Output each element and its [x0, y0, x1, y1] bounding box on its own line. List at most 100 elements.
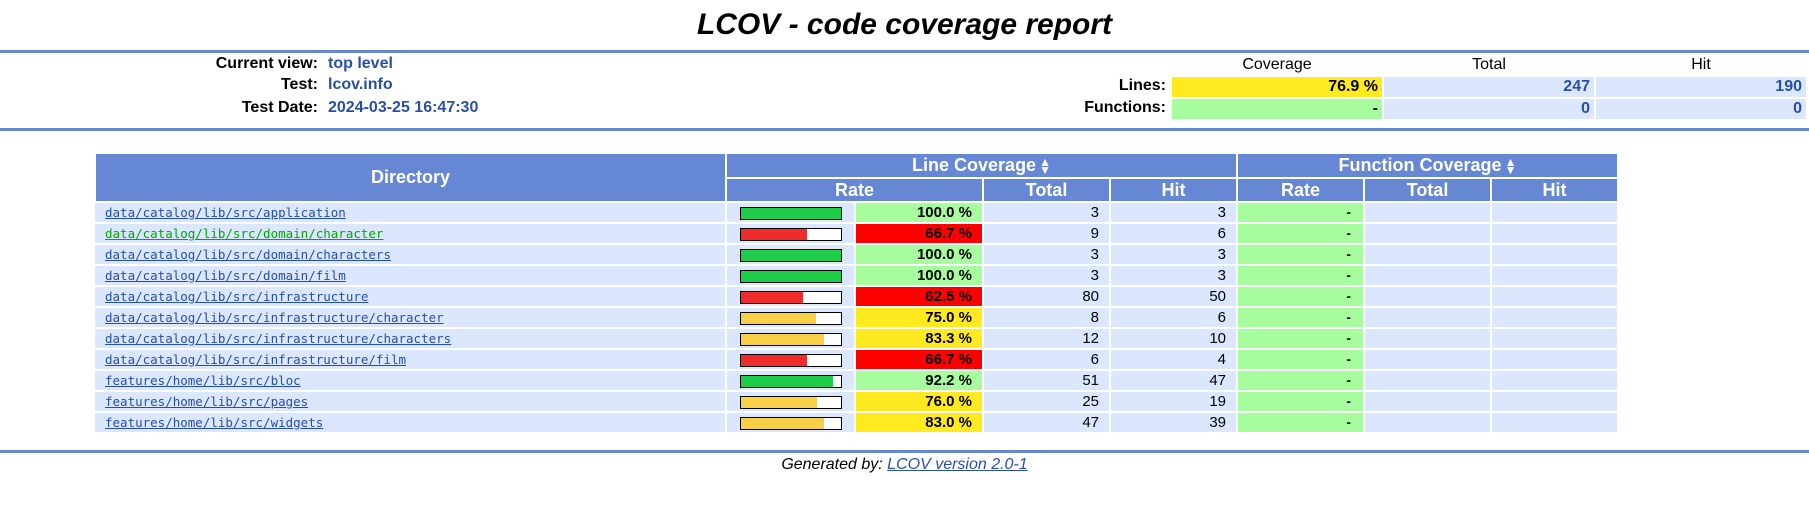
function-hit [1491, 244, 1619, 266]
summary-functions-hit: 0 [1596, 99, 1806, 119]
function-rate: - [1237, 202, 1365, 224]
summary-lines-coverage: 76.9 % [1172, 77, 1382, 97]
lcov-version-link[interactable]: LCOV version 2.0-1 [887, 456, 1028, 473]
directory-link[interactable]: data/catalog/lib/src/infrastructure [105, 289, 369, 304]
function-total [1364, 307, 1492, 329]
function-hit [1491, 307, 1619, 329]
directory-cell: features/home/lib/src/bloc [95, 370, 727, 392]
function-rate: - [1237, 223, 1365, 245]
line-total: 51 [983, 370, 1111, 392]
coverage-bar-cell [726, 223, 856, 245]
test-label: Test: [280, 76, 318, 93]
line-coverage-percent: 83.0 % [855, 412, 984, 434]
function-total [1364, 265, 1492, 287]
sort-icon[interactable]: ▲ ▼ [1504, 155, 1517, 178]
coverage-bar [739, 248, 842, 262]
directory-link[interactable]: data/catalog/lib/src/domain/film [105, 268, 346, 283]
line-total: 12 [983, 328, 1111, 350]
line-coverage-percent: 62.5 % [855, 286, 984, 308]
function-total [1364, 391, 1492, 413]
function-rate: - [1237, 286, 1365, 308]
line-coverage-percent: 100.0 % [855, 244, 984, 266]
test-value: lcov.info [328, 76, 393, 93]
directory-link[interactable]: data/catalog/lib/src/domain/character [105, 226, 384, 241]
function-hit [1491, 223, 1619, 245]
page-title: LCOV - code coverage report [696, 8, 1113, 41]
coverage-bar-cell [726, 202, 856, 224]
coverage-bar-fill [740, 291, 803, 303]
coverage-bar-cell [726, 349, 856, 371]
coverage-bar-cell [726, 307, 856, 329]
table-row: features/home/lib/src/pages 76.0 % 25 19- [95, 391, 1619, 413]
summary-functions-coverage: - [1172, 99, 1382, 119]
directory-link[interactable]: data/catalog/lib/src/infrastructure/char… [105, 331, 452, 346]
line-total: 6 [983, 349, 1111, 371]
function-total-header: Total [1363, 177, 1492, 203]
coverage-bar [739, 353, 842, 367]
coverage-bar-fill [740, 417, 824, 429]
function-rate: - [1237, 391, 1365, 413]
function-total [1364, 412, 1492, 434]
summary-lines-total: 247 [1384, 77, 1594, 97]
function-hit [1491, 265, 1619, 287]
directory-header-label: Directory [370, 167, 451, 187]
function-total [1364, 349, 1492, 371]
function-coverage-header-label: Function Coverage [1338, 155, 1502, 175]
summary-lines-label: Lines: [1118, 77, 1166, 94]
line-total: 80 [983, 286, 1111, 308]
coverage-bar-cell [726, 391, 856, 413]
line-total: 3 [983, 202, 1111, 224]
function-hit [1491, 202, 1619, 224]
summary-lines-hit: 190 [1596, 77, 1806, 97]
directory-link[interactable]: data/catalog/lib/src/infrastructure/film [105, 352, 407, 367]
coverage-bar [739, 395, 842, 409]
function-hit [1491, 328, 1619, 350]
directory-cell: data/catalog/lib/src/infrastructure/char… [95, 328, 727, 350]
table-row: features/home/lib/src/widgets 83.0 % 47 39- [95, 412, 1619, 434]
directory-link[interactable]: data/catalog/lib/src/domain/characters [105, 247, 391, 262]
directory-link[interactable]: data/catalog/lib/src/infrastructure/char… [105, 310, 444, 325]
sort-icon[interactable]: ▲ ▼ [1039, 155, 1051, 178]
directory-link[interactable]: data/catalog/lib/src/application [105, 205, 346, 220]
table-row: data/catalog/lib/src/domain/characters 10… [95, 244, 1619, 266]
function-rate: - [1237, 244, 1365, 266]
coverage-bar-fill [740, 333, 824, 345]
line-hit: 47 [1110, 370, 1238, 392]
directory-cell: data/catalog/lib/src/application [95, 202, 727, 224]
current-view-value: top level [328, 55, 393, 72]
line-hit: 3 [1110, 265, 1238, 287]
coverage-bar-fill [740, 270, 841, 282]
line-hit: 4 [1110, 349, 1238, 371]
table-row: data/catalog/lib/src/domain/character 66.… [95, 223, 1619, 245]
line-coverage-percent: 75.0 % [855, 307, 984, 329]
header-rule [0, 50, 1809, 53]
directory-link[interactable]: features/home/lib/src/widgets [105, 415, 324, 430]
test-date-value: 2024-03-25 16:47:30 [328, 99, 479, 116]
line-rate-header: Rate [725, 177, 984, 203]
function-hit [1491, 349, 1619, 371]
coverage-bar-fill [740, 354, 808, 366]
directory-link[interactable]: features/home/lib/src/pages [105, 394, 309, 409]
line-hit: 19 [1110, 391, 1238, 413]
function-total [1364, 370, 1492, 392]
function-total [1364, 328, 1492, 350]
coverage-bar-fill [740, 375, 833, 387]
line-total: 25 [983, 391, 1111, 413]
directory-link[interactable]: features/home/lib/src/bloc [105, 373, 301, 388]
summary-rule [0, 128, 1809, 131]
line-hit: 3 [1110, 244, 1238, 266]
line-coverage-percent: 100.0 % [855, 265, 984, 287]
line-coverage-header[interactable]: Line Coverage ▲ ▼ [725, 152, 1238, 179]
function-rate-header: Rate [1236, 177, 1365, 203]
line-hit: 39 [1110, 412, 1238, 434]
function-total [1364, 244, 1492, 266]
function-coverage-header[interactable]: Function Coverage ▲ ▼ [1236, 152, 1619, 179]
line-hit: 6 [1110, 223, 1238, 245]
coverage-bar-fill [740, 228, 808, 240]
coverage-rows: data/catalog/lib/src/application 100.0 % 3… [95, 202, 1619, 434]
function-hit-header: Hit [1490, 177, 1619, 203]
line-coverage-percent: 76.0 % [855, 391, 984, 413]
table-row: data/catalog/lib/src/infrastructure/char… [95, 328, 1619, 350]
directory-cell: data/catalog/lib/src/infrastructure [95, 286, 727, 308]
coverage-bar [739, 332, 842, 346]
